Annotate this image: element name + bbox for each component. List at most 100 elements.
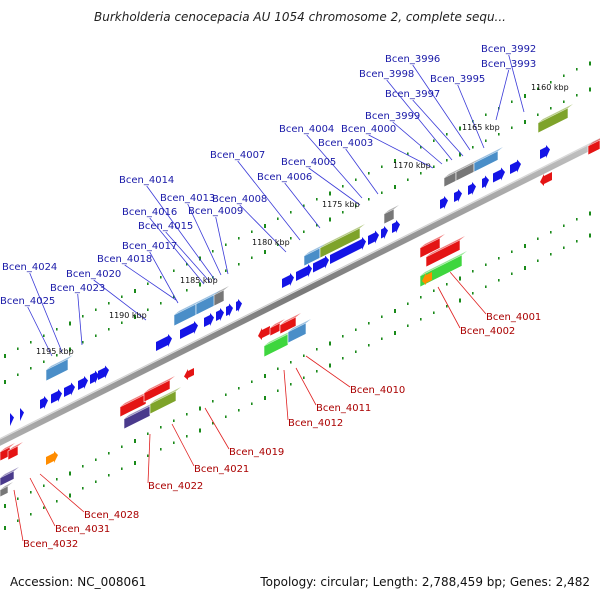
gene-arrow-body xyxy=(510,161,517,174)
gene-arrow-head xyxy=(258,328,262,340)
tick-dot xyxy=(342,185,344,188)
gene-feature xyxy=(184,368,194,380)
topology-summary: Topology: circular; Length: 2,788,459 bp… xyxy=(260,575,590,589)
gene-box-top xyxy=(0,443,15,452)
gene-arrow-head xyxy=(501,167,505,181)
tick-dot xyxy=(134,439,136,443)
gene-feature xyxy=(10,413,14,426)
upper-leader xyxy=(306,134,363,199)
tick-dot xyxy=(82,341,84,344)
upper-leader xyxy=(27,306,53,357)
gene-arrow-head xyxy=(384,226,388,239)
upper-gene-label: Bcen_4023 xyxy=(50,283,105,294)
upper-gene-label: Bcen_4005 xyxy=(281,157,336,168)
gene-arrow-head xyxy=(517,159,521,173)
tick-dot xyxy=(524,244,526,248)
tick-dot xyxy=(433,139,435,142)
tick-dot xyxy=(355,328,357,331)
tick-dot xyxy=(186,289,188,292)
gene-box-top xyxy=(196,290,221,304)
gene-box xyxy=(0,470,15,487)
lower-leader xyxy=(204,407,230,450)
gene-box xyxy=(195,293,217,316)
tick-dot xyxy=(368,172,370,175)
gene-arrow-head xyxy=(95,370,99,384)
kbp-ticks: 1160 kbp 1165 kbp 1170 kbp 1175 kbp 1180 kbp… xyxy=(36,83,569,356)
gene-arrow-head xyxy=(308,264,312,277)
tick-dot xyxy=(420,296,422,299)
gene-arrow-body xyxy=(78,378,84,390)
tick-dot xyxy=(563,224,565,227)
gene-feature xyxy=(419,234,445,259)
upper-gene-label: Bcen_3998 xyxy=(359,69,414,80)
gene-box-top xyxy=(288,319,311,332)
backbone-highlight xyxy=(0,138,600,440)
tick-dot xyxy=(329,191,331,196)
gene-feature xyxy=(383,205,399,225)
tick-dot xyxy=(82,465,84,468)
tick-dot xyxy=(4,526,6,530)
gene-feature xyxy=(279,313,301,335)
gene-feature xyxy=(123,402,155,430)
upper-gene-label: Bcen_4008 xyxy=(212,194,267,205)
tick-dot xyxy=(108,452,110,455)
tick-dot xyxy=(407,178,409,181)
gene-box-top xyxy=(304,244,325,256)
lower-gene-label: Bcen_4011 xyxy=(316,403,371,414)
tick-dot xyxy=(121,445,123,448)
gene-box xyxy=(263,333,289,358)
gene-feature xyxy=(216,308,224,321)
upper-leader xyxy=(284,182,321,229)
gene-box-top xyxy=(150,387,181,404)
tick-dot xyxy=(212,400,214,403)
tick-dot xyxy=(134,461,136,465)
gene-feature xyxy=(51,389,62,404)
tick-dot xyxy=(4,504,6,508)
tick-dot xyxy=(368,344,370,347)
upper-leader xyxy=(237,160,301,241)
tick-dot xyxy=(537,87,539,90)
map-title: Burkholderia cenocepacia AU 1054 chromos… xyxy=(94,10,506,24)
tick-dot xyxy=(147,454,149,457)
upper-leader xyxy=(457,84,485,149)
tick-dot xyxy=(563,74,565,77)
gene-feature xyxy=(540,172,552,186)
gene-feature xyxy=(540,145,550,159)
kbp-label: 1160 kbp xyxy=(531,83,569,92)
gene-arrow-head xyxy=(290,273,294,286)
gene-feature xyxy=(454,189,462,202)
gene-box-top xyxy=(426,236,465,257)
tick-dot xyxy=(303,204,305,207)
gene-arrow-body xyxy=(236,301,238,311)
upper-leader xyxy=(368,134,434,169)
tick-dot xyxy=(589,87,591,92)
tick-dot xyxy=(394,159,396,163)
tick-dot xyxy=(264,250,266,254)
gene-arrow-head xyxy=(10,413,14,426)
gene-box xyxy=(455,162,475,182)
tick-dot xyxy=(342,357,344,360)
tick-dot xyxy=(472,146,474,149)
gene-arrow-body xyxy=(544,172,552,184)
lower-leader xyxy=(39,473,85,513)
tick-dot xyxy=(550,81,552,84)
gene-arrow-body xyxy=(440,198,444,209)
gene-arrow-head xyxy=(210,313,214,326)
gene-box-top xyxy=(46,355,73,370)
upper-gene-label: Bcen_4000 xyxy=(341,124,396,135)
tick-dot xyxy=(212,250,214,253)
gene-feature xyxy=(263,330,293,358)
gene-arrow-body xyxy=(454,191,458,202)
tick-dot xyxy=(420,146,422,149)
gene-feature xyxy=(313,255,329,273)
tick-dot xyxy=(316,224,318,227)
gene-box-top xyxy=(444,168,461,178)
gene-box-top xyxy=(120,390,151,407)
tick-dot xyxy=(108,474,110,477)
lower-gene-label: Bcen_4012 xyxy=(288,418,343,429)
gene-feature xyxy=(381,226,388,239)
gene-box-top xyxy=(124,402,155,419)
upper-leader xyxy=(239,204,287,253)
upper-leader xyxy=(412,64,471,151)
gene-feature xyxy=(425,236,465,268)
